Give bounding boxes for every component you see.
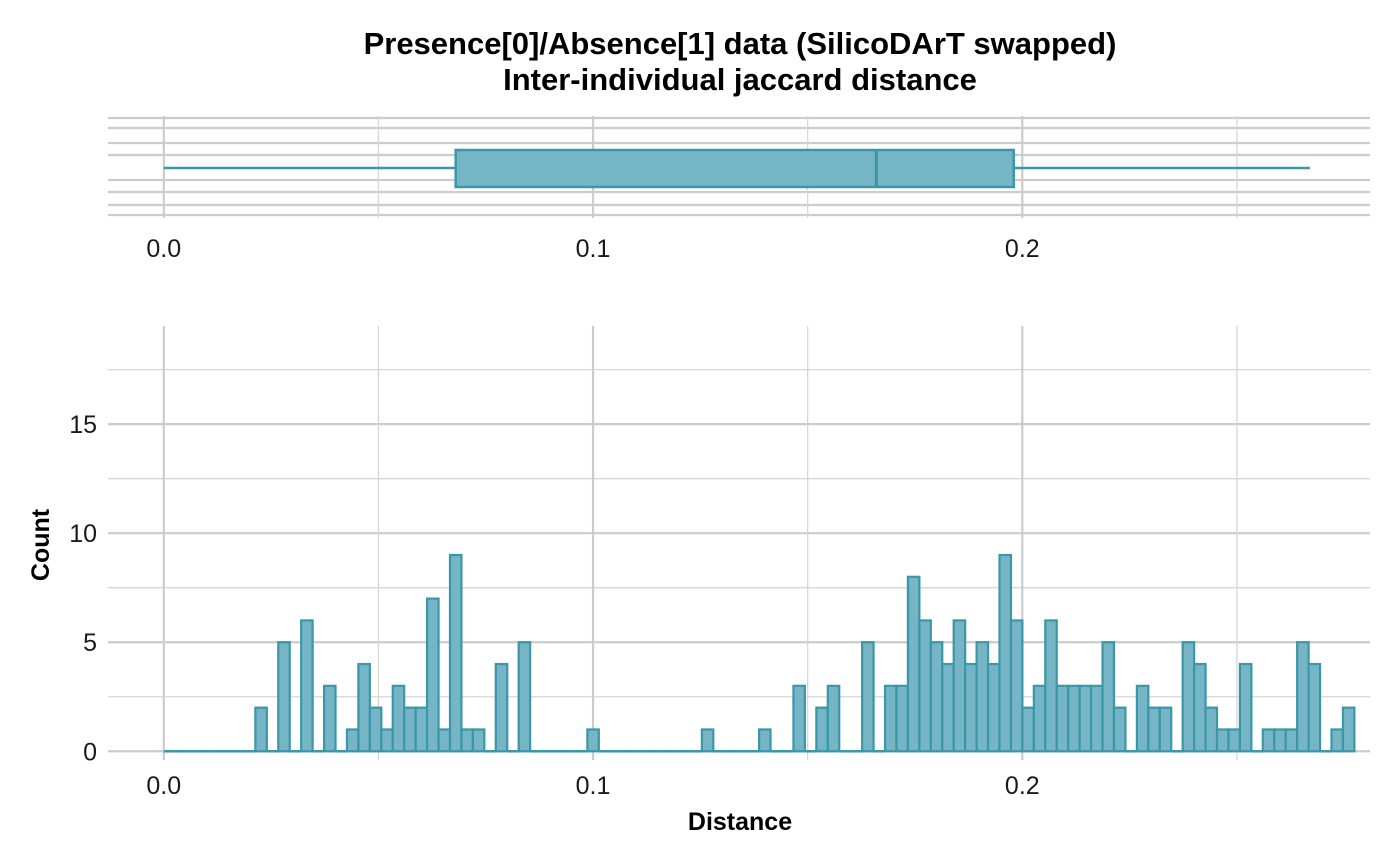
hist-bar (345, 728, 360, 753)
boxplot-panel: 0.0 0.1 0.2 (108, 116, 1370, 263)
hist-bar (792, 684, 806, 753)
hist-bar (700, 728, 715, 753)
hist-bar (895, 684, 910, 753)
hist-bar (1284, 728, 1299, 753)
box-x-tick-label: 0.2 (1005, 235, 1040, 263)
hist-bar (1112, 706, 1127, 753)
hist-bar (1193, 662, 1207, 753)
hist-bar (906, 575, 921, 753)
hist-bar (826, 684, 841, 753)
hist-bar (1238, 662, 1253, 753)
hist-bar (861, 641, 875, 753)
box-iqr (454, 148, 1015, 189)
hist-x-tick-label: 0.2 (1005, 772, 1040, 800)
hist-bar (986, 662, 1001, 753)
box-x-tick-label: 0.1 (576, 235, 611, 263)
chart-title: Presence[0]/Absence[1] data (SilicoDArT … (363, 26, 1117, 61)
hist-bar (1021, 706, 1035, 753)
hist-bar (448, 553, 463, 753)
hist-x-tick-label: 0.1 (576, 772, 611, 800)
hist-bar (1101, 641, 1116, 753)
histogram-panel: 0 5 10 15 0.0 0.1 0.2 (69, 326, 1370, 800)
hist-bar (300, 619, 314, 753)
hist-bar (1330, 728, 1345, 753)
hist-bar (357, 662, 371, 753)
hist-bar (1055, 684, 1070, 753)
hist-bar (322, 684, 337, 753)
hist-bar (1044, 619, 1058, 753)
hist-bar (757, 728, 772, 753)
hist-bar (391, 684, 406, 753)
hist-bar (1296, 641, 1310, 753)
hist-bar (883, 684, 898, 753)
hist-bar (1009, 619, 1024, 753)
hist-bar (425, 597, 440, 753)
hist-bar (1135, 684, 1150, 753)
hist-bar (403, 706, 417, 753)
hist-bar (1067, 684, 1081, 753)
hist-bar (471, 728, 486, 753)
hist-bar (277, 641, 291, 753)
hist-bar (1273, 728, 1287, 753)
hist-bar (941, 662, 955, 753)
hist-y-tick-label: 0 (83, 738, 97, 766)
hist-bar (1089, 684, 1104, 753)
hist-bar (1261, 728, 1276, 753)
hist-x-tick-label: 0.0 (146, 772, 181, 800)
hist-bar (1227, 728, 1242, 753)
hist-bar (929, 641, 944, 753)
hist-bar (460, 728, 474, 753)
hist-y-tick-label: 15 (69, 411, 97, 439)
box-x-tick-label: 0.0 (146, 235, 181, 263)
hist-bar (254, 706, 268, 753)
chart-subtitle: Inter-individual jaccard distance (503, 62, 977, 97)
hist-bar (1341, 706, 1356, 753)
y-axis-title: Count (27, 508, 55, 581)
hist-bar (586, 728, 600, 753)
hist-bar (1204, 706, 1219, 753)
hist-bar (1147, 706, 1161, 753)
hist-bar (380, 728, 394, 753)
hist-y-tick-label: 5 (83, 629, 97, 657)
hist-bar (815, 706, 829, 753)
hist-bar (414, 706, 429, 753)
hist-bar (1307, 662, 1322, 753)
hist-bar (1158, 706, 1173, 753)
hist-bar (964, 662, 978, 753)
hist-bar (1032, 684, 1047, 753)
hist-bar (437, 728, 452, 753)
hist-bar (952, 619, 967, 753)
x-axis-title: Distance (688, 808, 792, 836)
hist-bar (494, 662, 509, 753)
hist-y-tick-label: 10 (69, 520, 97, 548)
hist-bar (517, 641, 532, 753)
hist-bar (368, 706, 383, 753)
hist-bar (918, 619, 932, 753)
hist-bar (998, 553, 1013, 753)
hist-bar (975, 641, 990, 753)
hist-bar (1078, 684, 1093, 753)
hist-bar (1181, 641, 1196, 753)
hist-bar (1215, 728, 1230, 753)
